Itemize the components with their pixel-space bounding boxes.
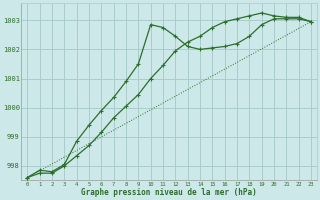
X-axis label: Graphe pression niveau de la mer (hPa): Graphe pression niveau de la mer (hPa) (81, 188, 257, 197)
